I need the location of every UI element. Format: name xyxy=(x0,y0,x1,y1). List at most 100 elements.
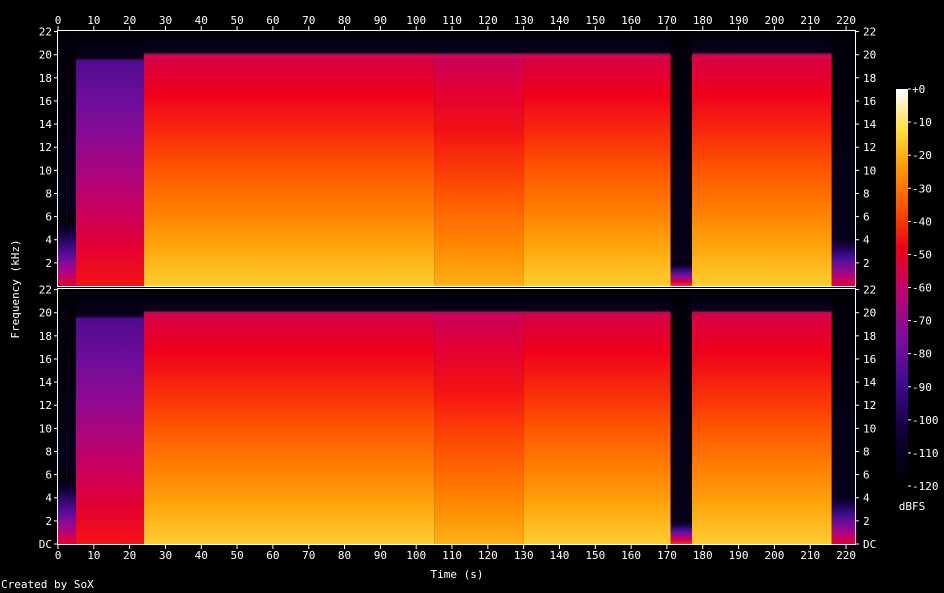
y-tick-label-left: 18 xyxy=(39,330,52,343)
y-tick-label-right: 8 xyxy=(863,445,870,458)
x-tick-label-bottom: 130 xyxy=(514,549,534,562)
x-tick-label-bottom: 120 xyxy=(478,549,498,562)
x-tick-label-bottom: 220 xyxy=(836,549,856,562)
footer-credit: Created by SoX xyxy=(1,578,94,591)
x-axis-label: Time (s) xyxy=(431,568,484,581)
y-tick-label-left: 18 xyxy=(39,72,52,85)
y-tick-label-right: 20 xyxy=(863,307,876,320)
x-tick-label-top: 130 xyxy=(514,14,534,27)
spectrum-segment xyxy=(670,289,693,544)
x-tick-label-top: 20 xyxy=(123,14,136,27)
y-tick-label-right: 12 xyxy=(863,141,876,154)
colorbar-tick-label: -100 xyxy=(912,414,939,427)
colorbar-tick-label: -50 xyxy=(912,248,932,261)
colorbar xyxy=(896,89,908,486)
y-tick-label-right: 20 xyxy=(863,49,876,62)
colorbar-tick-label: -80 xyxy=(912,348,932,361)
y-tick-label-left: 2 xyxy=(45,257,52,270)
colorbar-tick-label: -90 xyxy=(912,381,932,394)
x-tick-label-bottom: 10 xyxy=(87,549,100,562)
x-tick-label-bottom: 170 xyxy=(657,549,677,562)
x-tick-label-top: 90 xyxy=(374,14,387,27)
spectrum-segment xyxy=(523,31,671,286)
y-axis-label: Frequency (kHz) xyxy=(9,239,22,338)
x-tick-label-bottom: 90 xyxy=(374,549,387,562)
y-tick-label-right: 6 xyxy=(863,469,870,482)
x-tick-label-top: 60 xyxy=(266,14,279,27)
x-tick-label-top: 150 xyxy=(585,14,605,27)
colorbar-tick-label: -120 xyxy=(912,480,939,493)
x-tick-label-top: 110 xyxy=(442,14,462,27)
y-tick-label-right: 10 xyxy=(863,164,876,177)
y-tick-label-right: 4 xyxy=(863,492,870,505)
spectrum-segment xyxy=(434,289,524,544)
x-tick-label-top: 80 xyxy=(338,14,351,27)
y-tick-label-left: 14 xyxy=(39,118,53,131)
y-tick-label-right: 2 xyxy=(863,257,870,270)
colorbar-tick-label: -40 xyxy=(912,215,932,228)
y-tick-label-right: 22 xyxy=(863,26,876,39)
y-tick-label-right: 12 xyxy=(863,399,876,412)
y-tick-label-right: 10 xyxy=(863,422,876,435)
x-tick-label-top: 100 xyxy=(406,14,426,27)
x-tick-label-bottom: 150 xyxy=(585,549,605,562)
y-tick-label-left: 22 xyxy=(39,26,52,39)
colorbar-tick-label: -30 xyxy=(912,182,932,195)
x-tick-label-bottom: 180 xyxy=(693,549,713,562)
y-tick-label-left: 14 xyxy=(39,376,53,389)
y-tick-label-right: 22 xyxy=(863,284,876,297)
x-tick-label-bottom: 70 xyxy=(302,549,315,562)
x-tick-label-bottom: 0 xyxy=(55,549,62,562)
x-tick-label-top: 170 xyxy=(657,14,677,27)
colorbar-tick-label: -60 xyxy=(912,282,932,295)
x-tick-label-top: 40 xyxy=(195,14,208,27)
colorbar-tick-label: -70 xyxy=(912,315,932,328)
colorbar-label: dBFS xyxy=(899,500,926,513)
y-tick-label-right: DC xyxy=(863,538,876,551)
y-tick-label-right: 8 xyxy=(863,187,870,200)
spectrum-segment xyxy=(831,31,855,286)
y-tick-label-left: 10 xyxy=(39,164,52,177)
x-tick-label-bottom: 190 xyxy=(729,549,749,562)
x-tick-label-top: 0 xyxy=(55,14,62,27)
y-tick-label-left: 10 xyxy=(39,422,52,435)
spectrum-segment xyxy=(75,31,144,286)
spectrum-segment xyxy=(831,289,855,544)
colorbar-tick-label: -110 xyxy=(912,447,939,460)
x-tick-label-top: 180 xyxy=(693,14,713,27)
spectrum-segment xyxy=(692,289,832,544)
y-tick-label-left: 4 xyxy=(45,492,52,505)
spectrum-segment xyxy=(143,289,435,544)
y-tick-label-right: 4 xyxy=(863,234,870,247)
x-tick-label-top: 50 xyxy=(230,14,243,27)
y-tick-label-left: 2 xyxy=(45,515,52,528)
spectrum-segment xyxy=(75,289,144,544)
colorbar-tick-label: -20 xyxy=(912,149,932,162)
x-tick-label-top: 200 xyxy=(764,14,784,27)
x-tick-label-bottom: 20 xyxy=(123,549,136,562)
x-tick-label-top: 140 xyxy=(550,14,570,27)
x-tick-label-bottom: 200 xyxy=(764,549,784,562)
y-tick-label-right: 14 xyxy=(863,376,877,389)
y-tick-label-right: 18 xyxy=(863,72,876,85)
spectrum-segment xyxy=(58,289,76,544)
y-tick-label-left: 8 xyxy=(45,445,52,458)
spectrum-segment xyxy=(434,31,524,286)
y-tick-label-left: 4 xyxy=(45,234,52,247)
x-tick-label-top: 160 xyxy=(621,14,641,27)
x-tick-label-bottom: 100 xyxy=(406,549,426,562)
spectrum-segment xyxy=(143,31,435,286)
y-tick-label-left: 20 xyxy=(39,49,52,62)
y-tick-label-left: 16 xyxy=(39,353,52,366)
x-tick-label-bottom: 40 xyxy=(195,549,208,562)
y-tick-label-left: 6 xyxy=(45,211,52,224)
x-tick-label-bottom: 30 xyxy=(159,549,172,562)
y-tick-label-right: 18 xyxy=(863,330,876,343)
y-tick-label-left: 6 xyxy=(45,469,52,482)
channel-2-panel xyxy=(57,288,856,545)
x-tick-label-bottom: 210 xyxy=(800,549,820,562)
colorbar-tick-label: +0 xyxy=(912,83,925,96)
y-tick-label-left: 22 xyxy=(39,284,52,297)
panel-frame xyxy=(57,288,856,545)
